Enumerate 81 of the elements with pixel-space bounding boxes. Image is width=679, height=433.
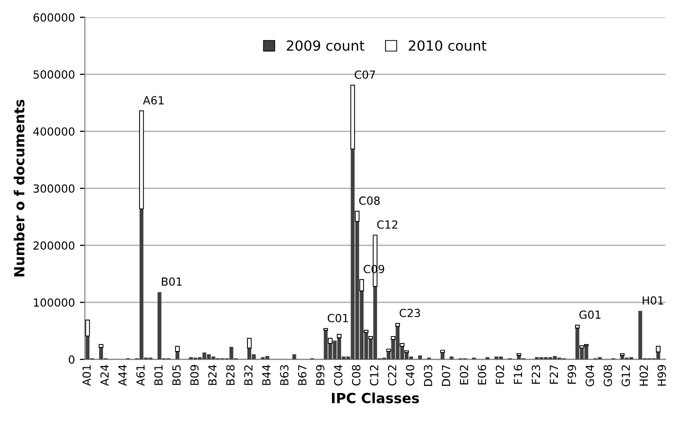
bar xyxy=(175,346,180,352)
x-tick-label: F99 xyxy=(568,365,576,384)
x-tick-label: A61 xyxy=(136,365,145,386)
x-tick-label: F16 xyxy=(514,364,522,384)
legend-label: 2010 count xyxy=(408,40,486,51)
x-tick-label: C22 xyxy=(388,365,396,386)
bar xyxy=(368,336,373,340)
x-tick-label: B05 xyxy=(172,365,181,385)
y-axis-title: Number o f documents xyxy=(14,100,24,276)
legend-label: 2009 count xyxy=(286,40,364,51)
annotation: C01 xyxy=(328,314,348,322)
x-tick-label: B99 xyxy=(316,365,324,385)
x-tick-label: B28 xyxy=(226,365,235,385)
bar xyxy=(400,343,404,347)
x-tick-label: C40 xyxy=(406,364,414,386)
y-tick-label: 200000 xyxy=(34,241,74,250)
x-tick-label: B32 xyxy=(244,365,253,385)
y-tick-label: 400000 xyxy=(33,127,74,136)
bar xyxy=(350,149,355,360)
bar xyxy=(139,110,144,210)
y-tick-label: 500000 xyxy=(34,70,74,79)
x-tick-label: A44 xyxy=(118,364,127,386)
bar xyxy=(359,279,364,292)
bar xyxy=(332,340,337,360)
bar xyxy=(440,352,444,360)
y-tick-label: 300000 xyxy=(34,184,74,193)
x-tick-label: H99 xyxy=(658,365,666,386)
x-tick-label: C04 xyxy=(334,364,342,386)
x-tick-label: F23 xyxy=(532,365,540,384)
bar xyxy=(390,336,396,340)
x-tick-label: A01 xyxy=(82,365,91,386)
bar xyxy=(85,320,90,336)
x-tick-label: F02 xyxy=(496,365,504,384)
bar xyxy=(98,344,104,348)
x-axis-title: IPC Classes xyxy=(332,392,419,404)
y-tick-label: 600000 xyxy=(34,13,74,22)
x-tick-label: B24 xyxy=(208,364,216,385)
bar xyxy=(575,324,580,328)
x-tick-label: B09 xyxy=(190,365,199,385)
x-tick-label: B01 xyxy=(154,365,163,385)
x-tick-label: A24 xyxy=(100,364,109,386)
bar xyxy=(450,356,454,360)
bar xyxy=(440,350,445,353)
bar xyxy=(656,346,661,352)
bar xyxy=(176,351,180,360)
annotation: H01 xyxy=(642,296,664,305)
x-tick-label: C08 xyxy=(352,365,360,386)
x-tick-label: G08 xyxy=(604,365,612,386)
annotation: C12 xyxy=(377,220,398,229)
x-tick-label: F27 xyxy=(550,365,558,384)
bar xyxy=(328,338,333,344)
annotation: G01 xyxy=(579,310,600,319)
bar xyxy=(350,84,356,150)
bar xyxy=(386,348,391,352)
annotation: C23 xyxy=(400,308,420,318)
x-tick-label: H02 xyxy=(640,365,648,386)
x-tick-label: G12 xyxy=(622,365,630,386)
bar xyxy=(418,355,422,360)
bar xyxy=(247,338,252,348)
y-tick-label: 0 xyxy=(68,355,74,364)
annotation: C07 xyxy=(354,70,376,79)
x-tick-label: B63 xyxy=(280,365,289,385)
x-tick-label: B44 xyxy=(262,364,270,385)
bar xyxy=(354,210,360,222)
bar xyxy=(638,310,642,360)
annotation: C08 xyxy=(359,196,380,205)
bar xyxy=(324,330,328,360)
bar xyxy=(395,323,400,327)
bar xyxy=(364,330,368,334)
x-tick-label: B67 xyxy=(298,365,306,385)
x-tick-label: D07 xyxy=(442,365,450,386)
x-tick-label: E02 xyxy=(460,365,468,384)
x-tick-label: G04 xyxy=(586,364,594,386)
bar xyxy=(336,334,342,338)
x-tick-label: E06 xyxy=(478,364,486,384)
annotation: A61 xyxy=(142,96,164,104)
x-tick-label: D03 xyxy=(424,365,432,386)
annotation: B01 xyxy=(162,277,182,286)
x-tick-label: C12 xyxy=(370,365,378,386)
bar xyxy=(580,345,584,348)
y-tick-label: 100000 xyxy=(34,298,74,307)
